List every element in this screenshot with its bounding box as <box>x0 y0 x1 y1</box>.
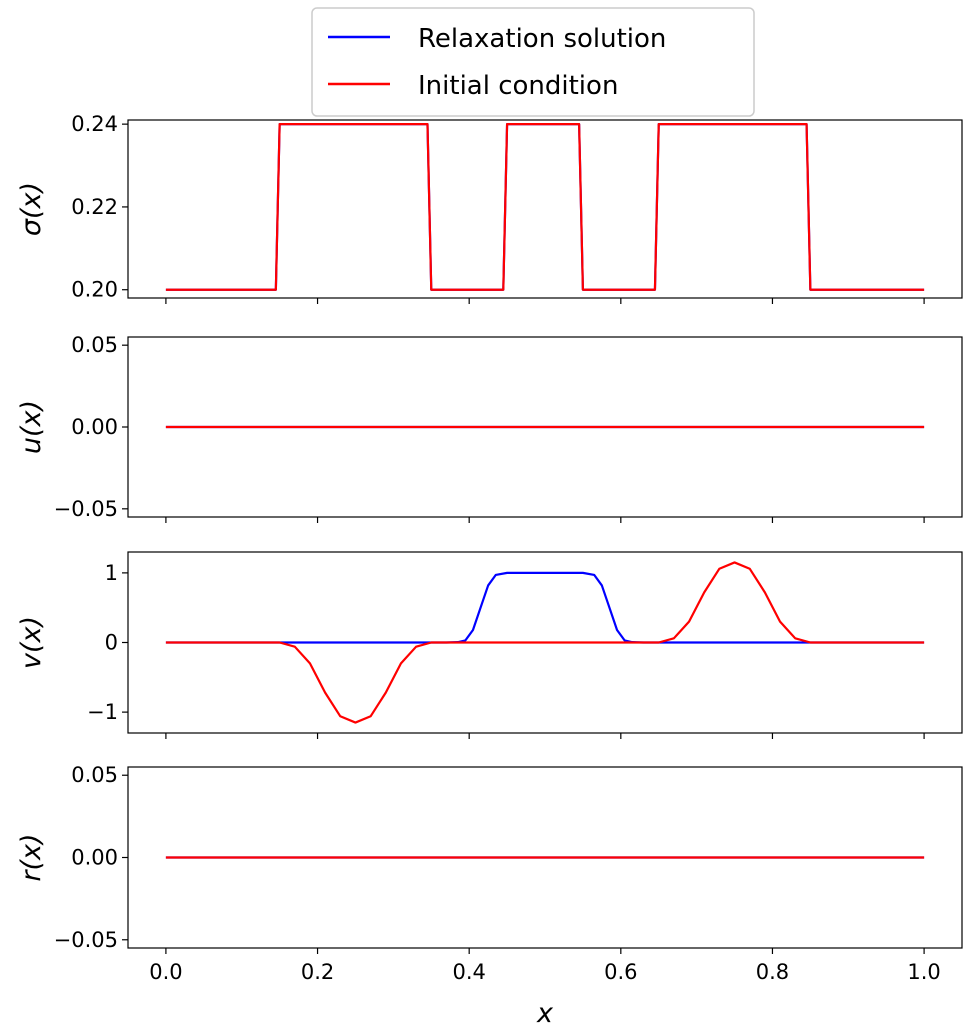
axes-frame <box>127 119 963 299</box>
y-tick-label: 0.24 <box>71 112 118 136</box>
legend-label-initial: Initial condition <box>418 71 618 101</box>
y-tick-label: 0.22 <box>71 195 118 219</box>
legend-label-relaxation: Relaxation solution <box>418 24 666 54</box>
subplot-2: 0.05 0.00 −0.05 u(x) <box>16 333 963 523</box>
x-tick-label: 1.0 <box>907 960 940 984</box>
subplot-1: 0.20 0.22 0.24 σ(x) <box>16 112 963 304</box>
y-tick-label: 0.00 <box>71 846 118 870</box>
subplot-4: 0.05 0.00 −0.05 0.0 0.2 0.4 0.6 0.8 1.0 r(x) <box>16 763 963 984</box>
y-tick-label: 0.00 <box>71 415 118 439</box>
x-tick-label: 0.8 <box>756 960 789 984</box>
y-tick-label: −1 <box>87 700 118 724</box>
x-axis-label: x <box>536 998 554 1028</box>
legend-box <box>311 7 755 117</box>
y-tick-label: 0 <box>105 631 118 655</box>
series-line-initial <box>165 561 925 724</box>
subplot-3: 1 0 −1 v(x) <box>16 551 963 739</box>
y-axis-label: v(x) <box>16 616 47 669</box>
x-tick-label: 0.6 <box>604 960 637 984</box>
legend: Relaxation solution Initial condition <box>311 7 755 117</box>
series-line-initial <box>165 123 925 291</box>
y-tick-label: −0.05 <box>54 928 118 952</box>
x-tick-label: 0.0 <box>149 960 182 984</box>
y-axis-label: r(x) <box>16 833 47 881</box>
y-tick-label: −0.05 <box>54 497 118 521</box>
series-line-relaxation <box>165 571 925 644</box>
x-tick-label: 0.2 <box>301 960 334 984</box>
y-axis-label: σ(x) <box>16 182 47 236</box>
y-tick-label: 1 <box>105 561 118 585</box>
y-tick-label: 0.20 <box>71 278 118 302</box>
y-tick-label: 0.05 <box>71 763 118 787</box>
y-axis-label: u(x) <box>16 400 47 454</box>
x-tick-label: 0.4 <box>452 960 485 984</box>
y-tick-label: 0.05 <box>71 333 118 357</box>
